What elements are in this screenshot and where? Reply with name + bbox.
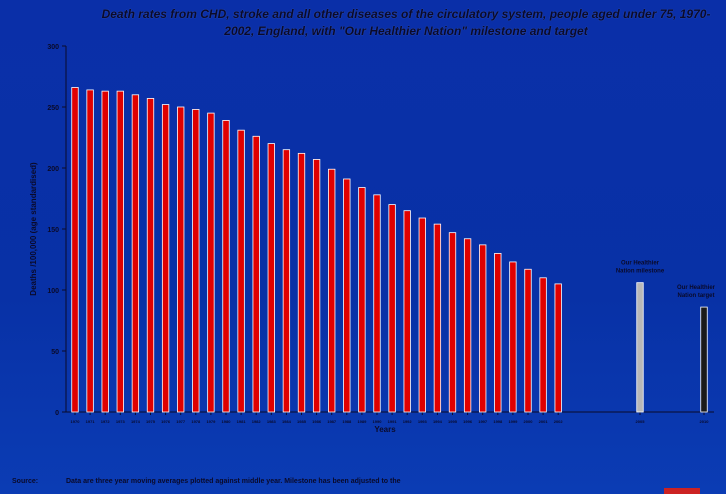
marker-label: Nation milestone	[616, 269, 665, 275]
x-tick-label: 1976	[161, 419, 171, 424]
chart-title: Death rates from CHD, stroke and all oth…	[101, 7, 711, 38]
x-tick-label: 1994	[433, 419, 443, 424]
bar-1992	[403, 210, 411, 413]
x-tick-label: 1972	[101, 419, 111, 424]
y-tick-label: 150	[47, 227, 59, 234]
x-tick-label: 1997	[478, 419, 488, 424]
x-tick-label: 1977	[176, 419, 186, 424]
bar-2001	[539, 277, 547, 413]
x-tick-label: 1993	[418, 419, 428, 424]
bar-1973	[116, 90, 124, 413]
x-tick-label: 1991	[388, 419, 398, 424]
marker-bar-2005	[636, 282, 644, 413]
x-tick-label: 1974	[131, 419, 141, 424]
bar-1984	[282, 149, 291, 413]
x-axis-title: Years	[374, 425, 396, 434]
bar-1987	[328, 168, 336, 413]
y-tick-label: 200	[47, 166, 59, 173]
bar-1985	[297, 152, 306, 413]
x-tick-label: 1987	[327, 419, 337, 424]
y-tick-label: 300	[47, 44, 59, 51]
x-tick-label: 1988	[342, 419, 352, 424]
marker-label: Our Healthier	[621, 261, 660, 267]
x-tick-label: 1986	[312, 419, 322, 424]
x-tick-label: 1984	[282, 419, 292, 424]
x-tick-label: 1985	[297, 419, 307, 424]
bar-2002	[554, 283, 562, 413]
x-tick-label: 1979	[206, 419, 216, 424]
marker-label: Our Healthier	[677, 285, 716, 291]
source-note: Source: Data are three year moving avera…	[12, 478, 401, 485]
x-tick-label: 1982	[252, 419, 262, 424]
x-tick-label: 1975	[146, 419, 156, 424]
x-tick-label: 1971	[86, 419, 96, 424]
bar-1986	[312, 159, 321, 413]
marker-bar-2010	[700, 306, 708, 413]
bar-1979	[207, 112, 215, 413]
corner-decoration	[664, 488, 700, 494]
x-tick-label: 1978	[191, 419, 201, 424]
x-tick-label: 1989	[357, 419, 367, 424]
x-tick-label: 1970	[71, 419, 81, 424]
x-tick-label: 1990	[373, 419, 383, 424]
x-tick-label: 1992	[403, 419, 413, 424]
source-text: Data are three year moving averages plot…	[65, 478, 401, 485]
x-tick-label: 1999	[508, 419, 518, 424]
bar-1993	[418, 217, 426, 413]
x-tick-label: 1995	[448, 419, 458, 424]
bar-1995	[448, 232, 457, 413]
bar-1972	[101, 90, 109, 413]
bar-1989	[358, 187, 366, 413]
x-tick-label: 1973	[116, 419, 126, 424]
x-tick-label: 1983	[267, 419, 277, 424]
y-axis-title: Deaths /100,000 (age standardised)	[29, 162, 38, 296]
bar-1975	[146, 98, 155, 413]
bar-1997	[479, 244, 487, 413]
x-tick-label: 1998	[493, 419, 503, 424]
bar-1994	[433, 223, 442, 413]
bar-1977	[177, 106, 185, 413]
bar-1974	[131, 94, 140, 413]
x-tick-label: 2001	[539, 419, 549, 424]
bar-1981	[237, 129, 245, 413]
bar-1999	[509, 261, 517, 413]
bar-1971	[86, 89, 94, 413]
x-tick-label: 1996	[463, 419, 473, 424]
bar-1991	[388, 204, 396, 413]
bar-1982	[252, 135, 260, 413]
bar-2000	[524, 268, 532, 413]
marker-label: Nation target	[677, 293, 714, 299]
x-tick-label: 1980	[222, 419, 232, 424]
x-tick-label: 2002	[554, 419, 564, 424]
bar-1988	[343, 178, 351, 413]
y-tick-label: 250	[47, 105, 59, 112]
source-label: Source:	[12, 478, 39, 485]
bar-1970	[71, 87, 79, 413]
y-tick-label: 50	[51, 349, 59, 356]
x-tick-label: 1981	[237, 419, 247, 424]
y-tick-label: 100	[47, 288, 59, 295]
bar-1998	[494, 252, 502, 413]
bar-1996	[463, 238, 472, 413]
y-tick-label: 0	[55, 410, 59, 417]
bar-1983	[267, 143, 275, 413]
bar-1980	[222, 120, 230, 413]
x-tick-label: 2010	[700, 419, 710, 424]
bar-1978	[192, 109, 200, 413]
x-tick-label: 2000	[524, 419, 534, 424]
x-tick-label: 2005	[636, 419, 646, 424]
bar-1990	[373, 194, 381, 413]
bar-1976	[161, 104, 170, 413]
